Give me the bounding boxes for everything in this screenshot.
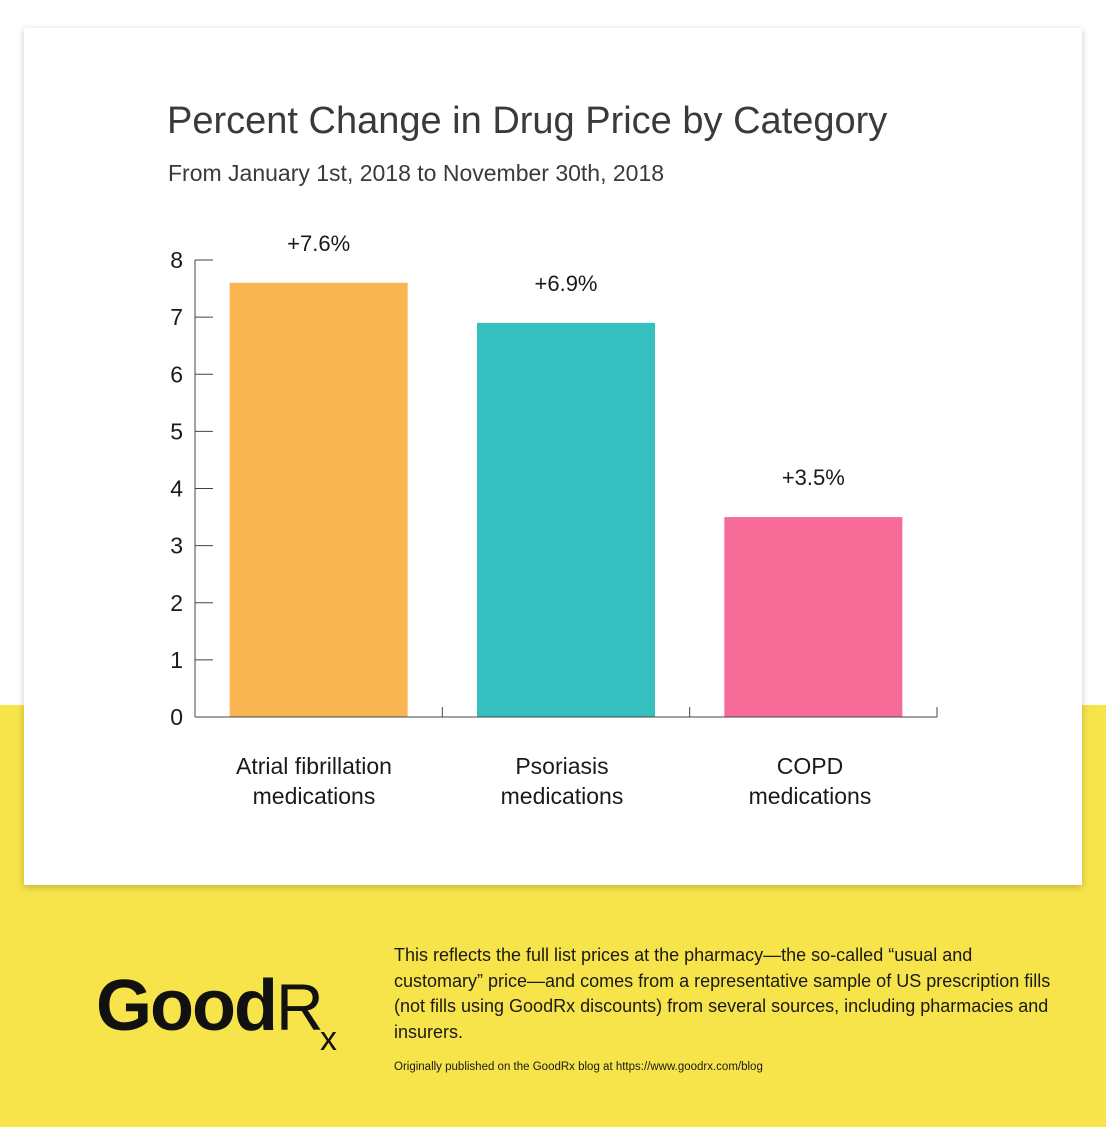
category-label-line: Psoriasis (515, 753, 609, 779)
bar-chart: 0 1 2 3 4 5 6 7 8 +7.6% +6.9% +3.5% (170, 231, 938, 730)
goodrx-logo: Good R x (96, 968, 337, 1052)
category-label-line: medications (252, 783, 376, 809)
category-label-line: medications (500, 783, 624, 809)
category-label-copd: COPD medications (690, 751, 930, 811)
data-label: +6.9% (535, 271, 598, 296)
y-tick-label: 1 (170, 647, 183, 673)
category-label-atrial-fibrillation: Atrial fibrillation medications (194, 751, 434, 811)
y-tick-label: 8 (170, 247, 183, 273)
y-tick-label: 4 (170, 476, 183, 502)
footer-note: This reflects the full list prices at th… (394, 945, 1051, 1042)
category-label-line: Atrial fibrillation (236, 753, 392, 779)
bar (724, 517, 903, 717)
svg-text:x: x (320, 1020, 337, 1052)
chart-title: Percent Change in Drug Price by Category (167, 100, 888, 142)
y-tick-label: 7 (170, 304, 183, 330)
y-tick-label: 3 (170, 533, 183, 559)
data-label: +3.5% (782, 465, 845, 490)
source-credit: Originally published on the GoodRx blog … (394, 1061, 763, 1073)
category-label-line: COPD (776, 753, 844, 779)
chart-subtitle: From January 1st, 2018 to November 30th,… (168, 160, 665, 186)
y-tick-label: 5 (170, 418, 183, 444)
category-label-psoriasis: Psoriasis medications (442, 751, 682, 811)
y-tick-label: 2 (170, 590, 183, 616)
svg-text:R: R (276, 970, 324, 1044)
category-label-line: medications (748, 783, 872, 809)
y-tick-label: 6 (170, 361, 183, 387)
y-tick-label: 0 (170, 704, 183, 730)
data-label: +7.6% (287, 231, 350, 256)
bar (477, 322, 655, 717)
svg-text:Good: Good (96, 968, 276, 1046)
bar (229, 282, 408, 717)
